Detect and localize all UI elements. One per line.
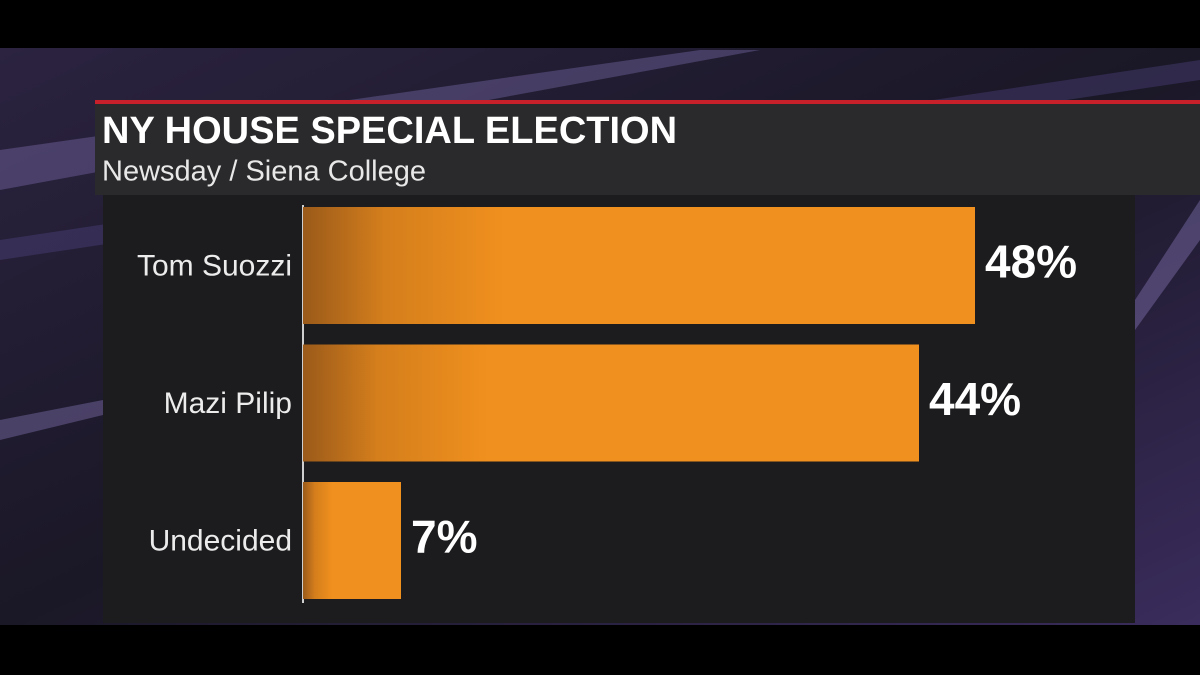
header-rule (95, 100, 1200, 104)
category-label: Tom Suozzi (137, 249, 292, 282)
value-label: 7% (411, 511, 477, 563)
value-label: 44% (929, 373, 1021, 425)
header-panel (95, 100, 1200, 195)
chart-subtitle: Newsday / Siena College (102, 156, 426, 188)
bar (303, 344, 919, 462)
chart-title: NY HOUSE SPECIAL ELECTION (102, 110, 677, 152)
category-label: Undecided (149, 524, 292, 557)
category-label: Mazi Pilip (164, 387, 292, 420)
value-label: 48% (985, 236, 1077, 288)
bar (303, 482, 401, 599)
bar (303, 207, 975, 324)
